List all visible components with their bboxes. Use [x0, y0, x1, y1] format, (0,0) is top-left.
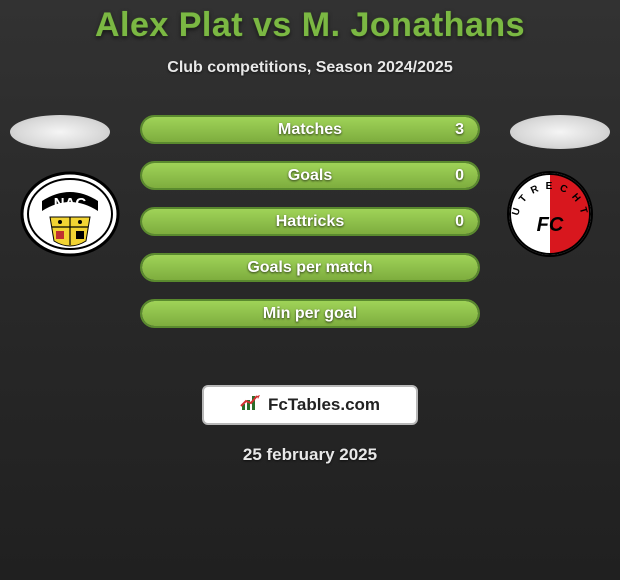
svg-text:NAC: NAC: [54, 195, 87, 212]
stat-label: Hattricks: [142, 209, 478, 234]
footer-attribution[interactable]: FcTables.com: [202, 385, 418, 425]
stat-value-right: 3: [455, 117, 464, 142]
stat-label: Goals: [142, 163, 478, 188]
chart-icon: [240, 394, 262, 417]
stat-label: Min per goal: [142, 301, 478, 326]
player-left-avatar: [10, 115, 110, 149]
player-right-club-badge: • U T R E C H T • FC: [500, 171, 600, 257]
footer-brand-text: FcTables.com: [268, 395, 380, 415]
stat-value-right: 0: [455, 163, 464, 188]
player-right-avatar: [510, 115, 610, 149]
stat-row: Goals per match: [140, 253, 480, 282]
stat-bars: Matches3Goals0Hattricks0Goals per matchM…: [140, 115, 480, 345]
date-text: 25 february 2025: [0, 445, 620, 465]
subtitle: Club competitions, Season 2024/2025: [0, 59, 620, 77]
stat-value-right: 0: [455, 209, 464, 234]
player-left-club-badge: NAC: [20, 171, 120, 257]
svg-text:FC: FC: [537, 214, 564, 236]
stat-row: Hattricks0: [140, 207, 480, 236]
stat-row: Goals0: [140, 161, 480, 190]
comparison-arena: NAC • U T R E C H T • FC Matches3Goals0H…: [0, 115, 620, 375]
stat-label: Goals per match: [142, 255, 478, 280]
stat-row: Matches3: [140, 115, 480, 144]
page-title: Alex Plat vs M. Jonathans: [0, 0, 620, 45]
stat-row: Min per goal: [140, 299, 480, 328]
stat-label: Matches: [142, 117, 478, 142]
